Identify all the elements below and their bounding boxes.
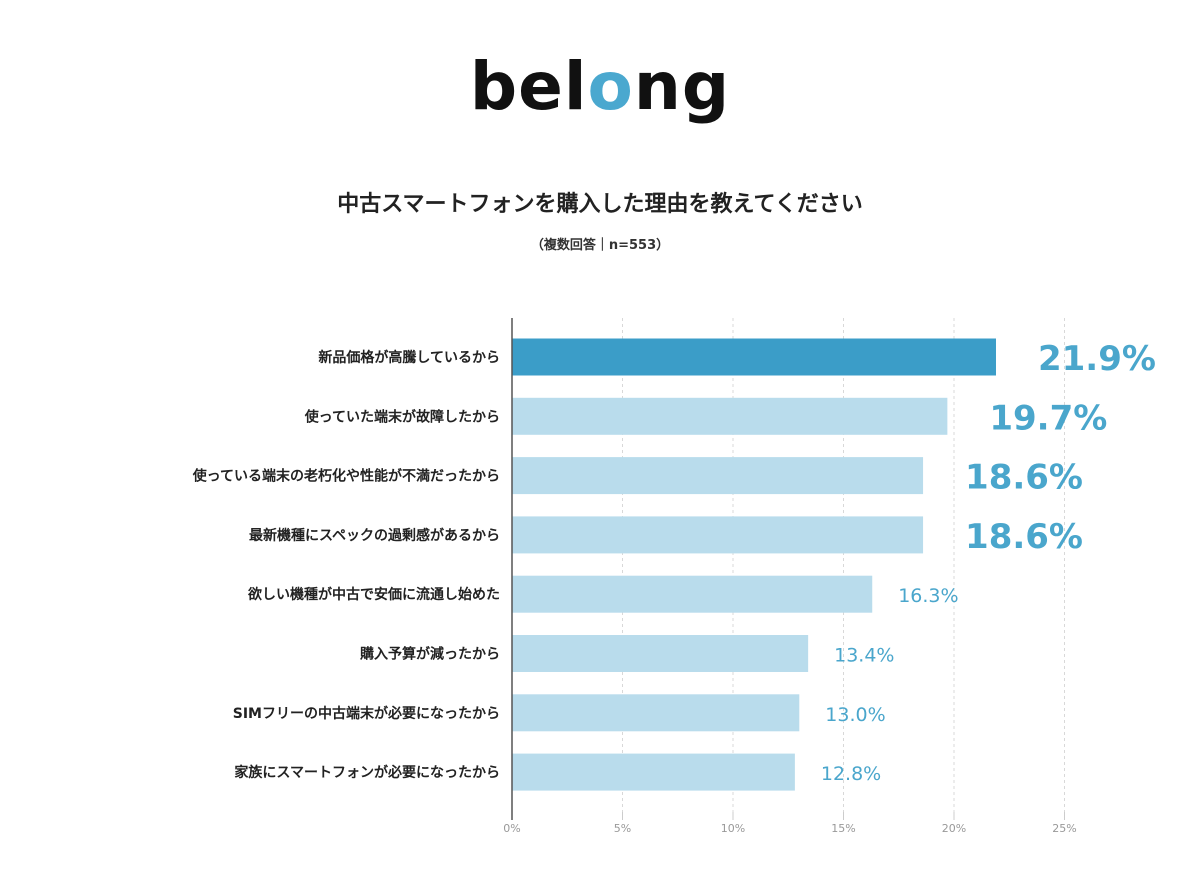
value-label: 13.4%: [834, 645, 894, 667]
category-label: 家族にスマートフォンが必要になったから: [234, 764, 500, 781]
category-label: 購入予算が減ったから: [359, 646, 500, 663]
bar: [512, 397, 948, 435]
belong-logo: belong: [469, 48, 731, 125]
x-tick-label: 5%: [614, 822, 631, 835]
x-tick-label: 10%: [721, 822, 745, 835]
category-label: SIMフリーの中古端末が必要になったから: [233, 705, 500, 722]
value-label: 16.3%: [898, 585, 958, 607]
chart-subtitle: （複数回答｜n=553）: [530, 238, 670, 253]
x-tick-label: 20%: [942, 822, 966, 835]
value-label: 19.7%: [989, 398, 1107, 438]
category-label: 新品価格が高騰しているから: [318, 349, 500, 366]
bar: [512, 575, 873, 613]
value-label: 21.9%: [1038, 339, 1156, 379]
value-label: 18.6%: [965, 517, 1083, 557]
value-label: 18.6%: [965, 458, 1083, 498]
value-label: 12.8%: [821, 763, 881, 785]
bar: [512, 338, 996, 376]
value-label: 13.0%: [825, 704, 885, 726]
x-tick-label: 15%: [831, 822, 855, 835]
category-label: 欲しい機種が中古で安価に流通し始めた: [247, 586, 500, 603]
x-tick-label: 0%: [503, 822, 520, 835]
bar: [512, 516, 924, 554]
bar: [512, 753, 795, 791]
category-label: 使っていた端末が故障したから: [304, 408, 500, 425]
chart-title: 中古スマートフォンを購入した理由を教えてください: [337, 192, 863, 217]
bar: [512, 635, 809, 672]
category-label: 最新機種にスペックの過剰感があるから: [249, 527, 500, 544]
bar: [512, 694, 800, 732]
category-label: 使っている端末の老朽化や性能が不満だったから: [192, 468, 500, 485]
x-tick-label: 25%: [1052, 822, 1076, 835]
bar: [512, 457, 924, 495]
